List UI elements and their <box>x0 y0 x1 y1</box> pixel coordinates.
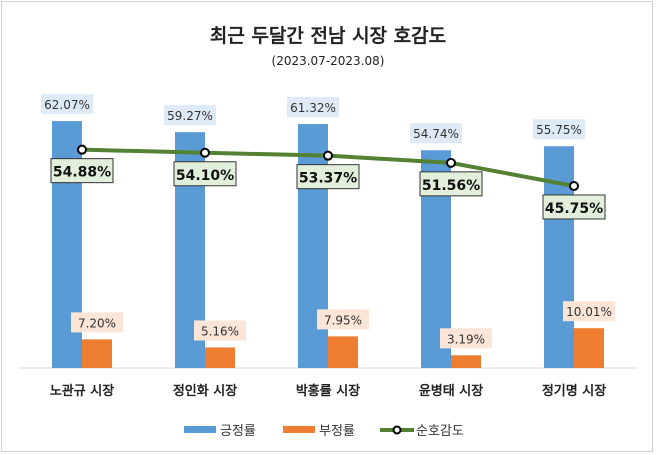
label-bg <box>440 328 492 349</box>
label-negative: 7.20% <box>78 316 116 330</box>
x-tick-label: 노관규 시장 <box>50 383 114 399</box>
label-bg <box>50 158 114 184</box>
x-tick-label: 정기명 시장 <box>542 383 606 399</box>
legend: 긍정률 부정률 순호감도 <box>184 424 464 439</box>
label-bg <box>542 194 606 220</box>
line-point <box>323 150 333 161</box>
bar-negative <box>205 347 235 368</box>
label-positive: 54.74% <box>413 127 459 141</box>
bar-positive <box>298 124 328 368</box>
line-point <box>77 144 87 155</box>
line-point <box>569 180 579 191</box>
label-net: 51.56% <box>422 178 480 194</box>
x-tick-label: 윤병태 시장 <box>419 383 483 399</box>
label-negative: 7.95% <box>324 313 362 327</box>
label-bg <box>410 123 462 144</box>
label-bg <box>563 301 615 322</box>
legend-label-negative: 부정률 <box>319 424 355 439</box>
legend-marker-net <box>392 425 402 435</box>
label-bg <box>71 312 123 333</box>
label-net: 54.10% <box>176 168 234 184</box>
label-negative: 5.16% <box>201 324 239 338</box>
label-bg <box>164 105 216 126</box>
bar-negative <box>328 336 358 368</box>
label-bg <box>41 94 93 115</box>
line-point <box>200 147 210 158</box>
label-bg <box>419 171 483 197</box>
x-tick-label: 정인화 시장 <box>173 383 237 399</box>
label-bg <box>173 161 237 187</box>
label-bg <box>296 164 360 190</box>
label-bg <box>533 119 585 140</box>
label-positive: 55.75% <box>536 123 582 137</box>
label-negative: 10.01% <box>566 305 612 319</box>
label-bg <box>287 97 339 118</box>
label-positive: 62.07% <box>44 98 90 112</box>
label-net: 53.37% <box>299 171 357 187</box>
label-positive: 59.27% <box>167 109 213 123</box>
label-negative: 3.19% <box>447 332 485 346</box>
legend-label-positive: 긍정률 <box>220 424 256 439</box>
label-bg <box>317 309 369 330</box>
chart-title: 최근 두달간 전남 시장 호감도 <box>210 25 446 47</box>
line-point <box>446 157 456 168</box>
label-bg <box>194 320 246 341</box>
x-tick-label: 박홍률 시장 <box>296 383 360 399</box>
bar-negative <box>451 355 481 368</box>
bar-negative <box>574 328 604 368</box>
label-positive: 61.32% <box>290 101 336 115</box>
label-net: 45.75% <box>545 201 603 217</box>
legend-swatch-negative <box>283 426 315 433</box>
legend-swatch-positive <box>184 426 216 433</box>
bar-negative <box>82 339 112 368</box>
legend-label-net: 순호감도 <box>416 424 464 439</box>
label-net: 54.88% <box>53 165 111 181</box>
chart-subtitle: (2023.07-2023.08) <box>272 54 385 68</box>
